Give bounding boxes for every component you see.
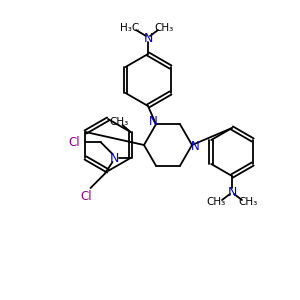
Text: N: N [143,32,153,44]
Text: CH₃: CH₃ [238,197,258,207]
Text: Cl: Cl [69,136,80,148]
Text: N: N [227,185,237,199]
Text: CH₃: CH₃ [109,117,128,127]
Text: CH₃: CH₃ [206,197,226,207]
Text: CH₃: CH₃ [154,23,174,33]
Text: N: N [148,115,158,128]
Text: Cl: Cl [81,190,92,202]
Text: H₃C: H₃C [120,23,140,33]
Text: N: N [110,152,119,164]
Text: N: N [190,140,200,154]
